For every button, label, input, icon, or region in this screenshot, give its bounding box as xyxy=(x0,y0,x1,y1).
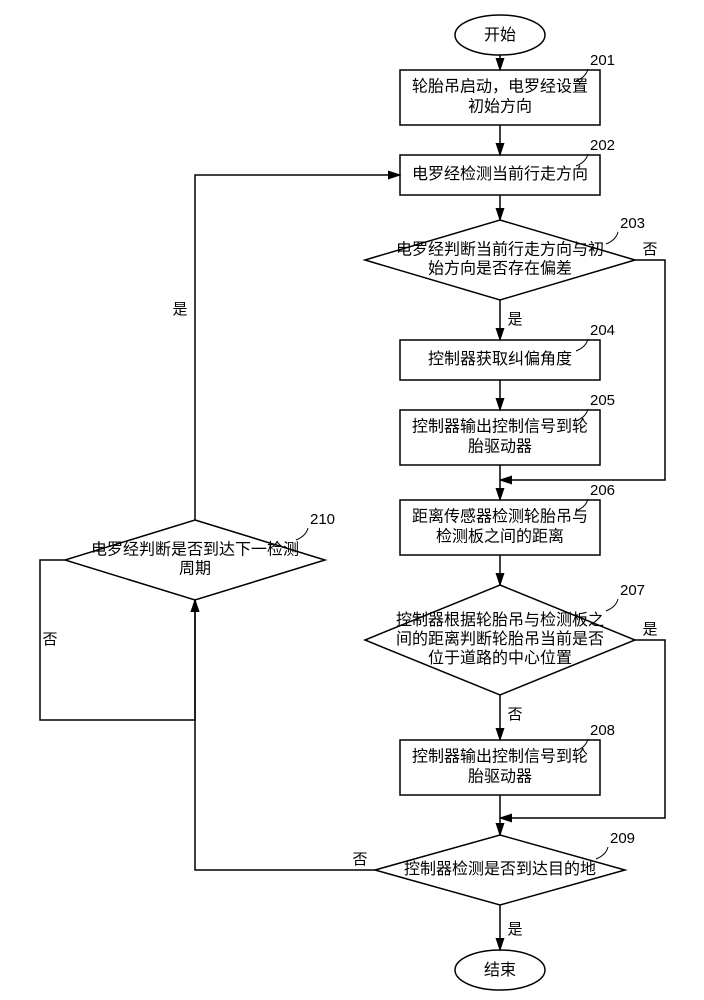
terminal-end-label: 结束 xyxy=(484,961,516,979)
process-p205-text: 胎驱动器 xyxy=(468,438,532,456)
step-number-p206: 206 xyxy=(590,482,615,499)
process-p201-text: 初始方向 xyxy=(468,98,532,116)
process-p206-text: 检测板之间的距离 xyxy=(436,528,564,546)
step-number-d207: 207 xyxy=(620,582,645,599)
step-number-p208: 208 xyxy=(590,722,615,739)
decision-d203-text: 电罗经判断当前行走方向与初 xyxy=(396,241,604,259)
flowchart: 开始结束轮胎吊启动，电罗经设置初始方向电罗经检测当前行走方向控制器获取纠偏角度控… xyxy=(0,0,704,1000)
edge-label-d209_no: 否 xyxy=(352,851,367,868)
decision-d210-text: 周期 xyxy=(179,560,211,578)
edge-210-202 xyxy=(195,175,400,520)
num-hook-d207 xyxy=(606,599,618,611)
decision-d207-text: 位于道路的中心位置 xyxy=(428,649,572,667)
edge-label-d207_no: 否 xyxy=(507,706,522,723)
num-hook-d203 xyxy=(606,232,618,244)
terminal-start-label: 开始 xyxy=(484,26,516,44)
step-number-p205: 205 xyxy=(590,392,615,409)
edge-label-d210_yes: 是 xyxy=(172,301,187,318)
edge-label-d210_no: 否 xyxy=(42,631,57,648)
decision-d209-text: 控制器检测是否到达目的地 xyxy=(404,860,596,878)
edge-label-d207_yes: 是 xyxy=(642,621,657,638)
edge-label-d203_yes: 是 xyxy=(507,311,522,328)
decision-d207-text: 间的距离判断轮胎吊当前是否 xyxy=(396,630,604,648)
num-hook-d210 xyxy=(296,528,308,540)
step-number-p204: 204 xyxy=(590,322,615,339)
step-number-d210: 210 xyxy=(310,511,335,528)
edge-label-d209_yes: 是 xyxy=(507,921,522,938)
process-p204-text: 控制器获取纠偏角度 xyxy=(428,350,572,368)
process-p208-text: 控制器输出控制信号到轮 xyxy=(412,748,588,766)
process-p201-text: 轮胎吊启动，电罗经设置 xyxy=(412,78,588,96)
step-number-p201: 201 xyxy=(590,52,615,69)
step-number-d209: 209 xyxy=(610,830,635,847)
process-p202-text: 电罗经检测当前行走方向 xyxy=(412,165,588,183)
decision-d207-text: 控制器根据轮胎吊与检测板之 xyxy=(396,611,604,629)
decision-d203-text: 始方向是否存在偏差 xyxy=(428,260,572,278)
process-p208-text: 胎驱动器 xyxy=(468,768,532,786)
edge-label-d203_no: 否 xyxy=(642,241,657,258)
process-p205-text: 控制器输出控制信号到轮 xyxy=(412,418,588,436)
step-number-p202: 202 xyxy=(590,137,615,154)
edge-209-210 xyxy=(195,600,375,870)
num-hook-d209 xyxy=(596,847,608,859)
decision-d210-text: 电罗经判断是否到达下一检测 xyxy=(91,541,299,559)
step-number-d203: 203 xyxy=(620,215,645,232)
process-p206-text: 距离传感器检测轮胎吊与 xyxy=(412,508,588,526)
